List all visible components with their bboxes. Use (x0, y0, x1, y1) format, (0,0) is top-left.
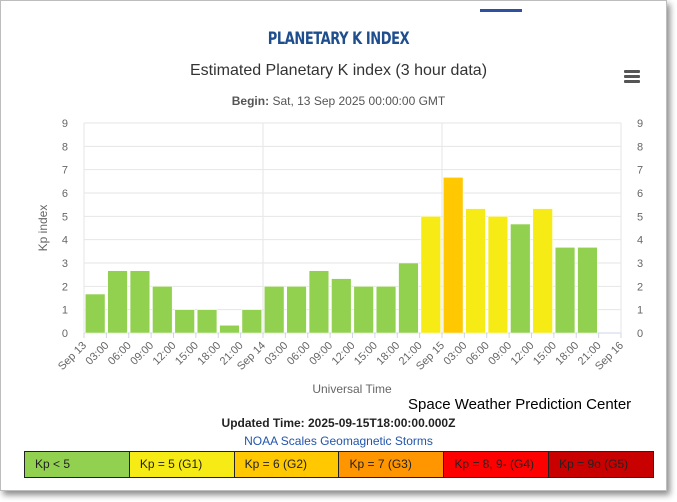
y-tick-label: 9 (62, 118, 68, 130)
y-tick-label-right: 0 (637, 328, 643, 340)
x-tick-label: 12:00 (151, 340, 179, 368)
legend-item: Kp = 8, 9- (G4) (444, 452, 550, 477)
kp-bar (420, 216, 441, 334)
y-tick-label-right: 6 (637, 188, 643, 200)
kp-bar (398, 262, 419, 334)
legend-item: Kp = 5 (G1) (129, 452, 235, 477)
x-tick-label: 06:00 (106, 340, 134, 368)
y-tick-label-right: 7 (637, 165, 643, 177)
kp-bar (264, 286, 285, 334)
kp-bar (510, 223, 531, 334)
kp-bar (107, 270, 128, 334)
x-tick-label: 09:00 (486, 340, 514, 368)
kp-bar (174, 309, 195, 334)
chart-title: Estimated Planetary K index (3 hour data… (189, 62, 488, 79)
x-tick-label: 09:00 (128, 340, 156, 368)
y-tick-label: 8 (62, 141, 68, 153)
y-tick-label: 7 (62, 165, 68, 177)
x-tick-label: 06:00 (464, 340, 492, 368)
y-tick-label: 3 (62, 258, 68, 270)
x-tick-label: 03:00 (442, 340, 470, 368)
kp-bar (331, 278, 352, 334)
kp-bar (85, 293, 106, 334)
kp-bar (443, 177, 464, 334)
kp-bar (375, 286, 397, 334)
x-tick-label: 12:00 (509, 340, 537, 368)
y-tick-label: 4 (62, 235, 68, 247)
y-tick-label: 2 (62, 281, 68, 293)
y-tick-label-right: 2 (637, 281, 643, 293)
chart-container (0, 0, 667, 491)
kp-bar (152, 286, 173, 334)
x-tick-label: 18:00 (553, 340, 581, 368)
y-tick-label: 6 (62, 188, 68, 200)
kp-bar (286, 286, 307, 334)
org-credit: Space Weather Prediction Center (408, 396, 632, 413)
kp-bar (554, 247, 576, 334)
noaa-scales-link[interactable]: NOAA Scales Geomagnetic Storms (244, 434, 433, 448)
kp-bar (219, 325, 240, 334)
kp-bar (353, 286, 374, 334)
page-title: PLANETARY K INDEX (267, 29, 410, 49)
y-axis-title: Kp index (36, 205, 50, 252)
kp-bar (196, 309, 218, 334)
updated-time: Updated Time: 2025-09-15T18:00:00.000Z (221, 416, 456, 430)
legend-item: Kp = 7 (G3) (339, 452, 445, 477)
legend-item: Kp < 5 (25, 452, 130, 477)
x-axis-title: Universal Time (312, 382, 392, 396)
begin-label: Begin: (231, 94, 270, 108)
y-tick-label-right: 9 (637, 118, 643, 130)
y-tick-label-right: 3 (637, 258, 643, 270)
kp-bar (129, 270, 151, 334)
x-tick-label: 18:00 (195, 340, 223, 368)
hamburger-menu-icon[interactable] (624, 70, 640, 84)
x-tick-label: 18:00 (374, 340, 402, 368)
kp-bar (465, 208, 486, 334)
legend-item: Kp = 9o (G5) (549, 452, 653, 477)
begin-value: Sat, 13 Sep 2025 00:00:00 GMT (272, 94, 446, 108)
x-tick-label: 03:00 (84, 340, 112, 368)
x-tick-label: 03:00 (263, 340, 291, 368)
x-tick-label: 15:00 (352, 340, 380, 368)
kp-bar (241, 309, 262, 334)
kp-bar (308, 270, 330, 334)
kp-bar (487, 216, 509, 334)
y-tick-label-right: 8 (637, 141, 643, 153)
y-tick-label-right: 1 (637, 305, 643, 317)
x-tick-label: 15:00 (173, 340, 201, 368)
x-tick-label: Sep 13 (56, 340, 89, 373)
y-tick-label: 5 (62, 211, 68, 223)
x-tick-label: 09:00 (307, 340, 335, 368)
begin-time: Begin: Sat, 13 Sep 2025 00:00:00 GMT (0, 94, 677, 108)
y-tick-label-right: 5 (637, 211, 643, 223)
y-tick-label: 1 (62, 305, 68, 317)
x-tick-label: 12:00 (330, 340, 358, 368)
x-tick-label: 15:00 (531, 340, 559, 368)
kp-bar (532, 208, 553, 334)
legend-item: Kp = 6 (G2) (234, 452, 340, 477)
tab-indicator (480, 9, 522, 12)
y-tick-label: 0 (62, 328, 68, 340)
x-tick-label: 06:00 (285, 340, 313, 368)
kp-color-legend: Kp < 5 Kp = 5 (G1) Kp = 6 (G2) Kp = 7 (G3) K… (24, 451, 654, 478)
y-tick-label-right: 4 (637, 235, 643, 247)
kp-bar (577, 247, 598, 334)
